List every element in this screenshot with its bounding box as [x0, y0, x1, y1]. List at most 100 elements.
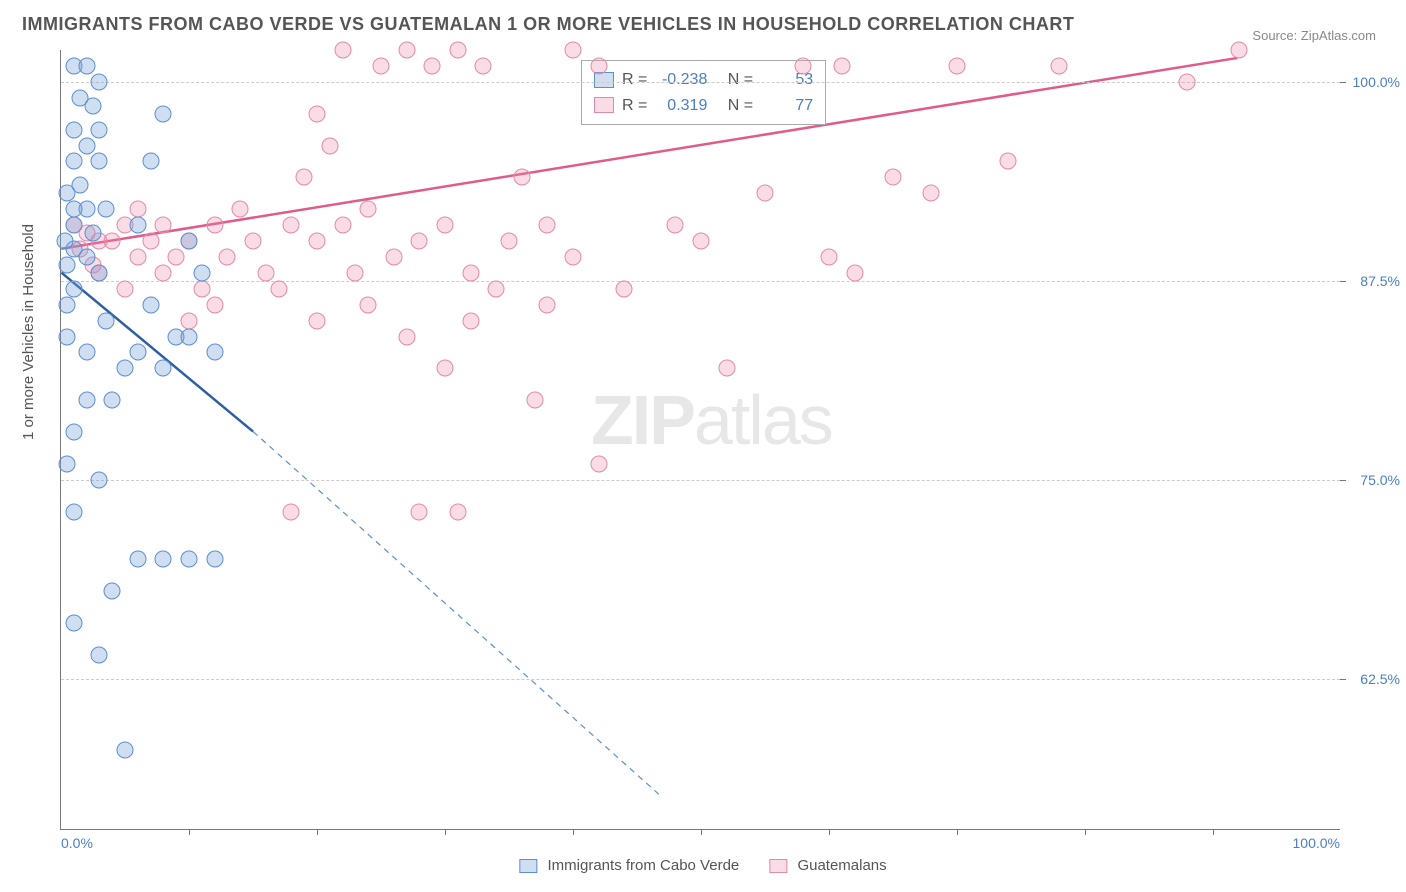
legend-item-1: Immigrants from Cabo Verde — [519, 857, 739, 874]
scatter-point-series1 — [65, 503, 82, 520]
x-tick-mark — [957, 829, 958, 835]
y-axis-label: 1 or more Vehicles in Household — [20, 224, 37, 440]
scatter-point-series1 — [85, 97, 102, 114]
scatter-point-series2 — [1051, 57, 1068, 74]
scatter-point-series2 — [846, 264, 863, 281]
scatter-point-series2 — [437, 217, 454, 234]
scatter-point-series2 — [219, 248, 236, 265]
scatter-point-series2 — [437, 360, 454, 377]
scatter-point-series1 — [97, 312, 114, 329]
scatter-point-series1 — [181, 551, 198, 568]
scatter-point-series1 — [59, 296, 76, 313]
scatter-point-series1 — [78, 137, 95, 154]
chart-title: IMMIGRANTS FROM CABO VERDE VS GUATEMALAN… — [22, 14, 1074, 35]
scatter-point-series1 — [65, 121, 82, 138]
scatter-point-series1 — [181, 328, 198, 345]
scatter-point-series2 — [795, 57, 812, 74]
scatter-point-series1 — [129, 551, 146, 568]
scatter-point-series2 — [616, 280, 633, 297]
scatter-point-series2 — [424, 57, 441, 74]
scatter-point-series1 — [129, 217, 146, 234]
scatter-point-series2 — [462, 264, 479, 281]
scatter-point-series1 — [206, 344, 223, 361]
grid-line — [61, 82, 1340, 83]
scatter-point-series2 — [1230, 42, 1247, 59]
scatter-point-series1 — [91, 73, 108, 90]
scatter-point-series1 — [59, 328, 76, 345]
scatter-point-series1 — [91, 264, 108, 281]
legend-bottom: Immigrants from Cabo Verde Guatemalans — [519, 857, 886, 874]
scatter-point-series2 — [565, 42, 582, 59]
legend-item-2: Guatemalans — [769, 857, 886, 874]
scatter-point-series2 — [949, 57, 966, 74]
scatter-point-series2 — [129, 248, 146, 265]
x-tick-left: 0.0% — [61, 835, 93, 851]
x-tick-mark — [189, 829, 190, 835]
scatter-point-series1 — [85, 225, 102, 242]
scatter-point-series2 — [1000, 153, 1017, 170]
watermark: ZIPatlas — [591, 380, 832, 460]
scatter-point-series1 — [65, 217, 82, 234]
scatter-point-series2 — [309, 233, 326, 250]
x-tick-mark — [829, 829, 830, 835]
scatter-point-series2 — [309, 105, 326, 122]
scatter-point-series1 — [91, 471, 108, 488]
scatter-point-series1 — [65, 615, 82, 632]
scatter-point-series1 — [65, 424, 82, 441]
scatter-point-series2 — [104, 233, 121, 250]
scatter-point-series1 — [56, 233, 73, 250]
scatter-point-series2 — [296, 169, 313, 186]
scatter-point-series1 — [155, 105, 172, 122]
scatter-point-series2 — [360, 296, 377, 313]
scatter-point-series2 — [142, 233, 159, 250]
x-tick-mark — [573, 829, 574, 835]
x-tick-mark — [317, 829, 318, 835]
scatter-point-series2 — [539, 217, 556, 234]
y-tick-label: 87.5% — [1345, 273, 1400, 289]
scatter-point-series1 — [91, 121, 108, 138]
scatter-point-series2 — [334, 42, 351, 59]
scatter-point-series2 — [245, 233, 262, 250]
scatter-point-series2 — [360, 201, 377, 218]
scatter-point-series2 — [398, 328, 415, 345]
scatter-point-series2 — [129, 201, 146, 218]
scatter-point-series2 — [283, 503, 300, 520]
scatter-point-series2 — [411, 233, 428, 250]
scatter-point-series2 — [526, 392, 543, 409]
x-tick-mark — [445, 829, 446, 835]
scatter-point-series1 — [65, 153, 82, 170]
scatter-point-series1 — [91, 646, 108, 663]
scatter-point-series2 — [168, 248, 185, 265]
scatter-point-series2 — [206, 296, 223, 313]
scatter-point-series1 — [78, 344, 95, 361]
grid-line — [61, 679, 1340, 680]
scatter-point-series2 — [347, 264, 364, 281]
source-link[interactable]: ZipAtlas.com — [1301, 28, 1376, 43]
scatter-point-series1 — [155, 360, 172, 377]
scatter-point-series2 — [373, 57, 390, 74]
scatter-point-series2 — [923, 185, 940, 202]
scatter-point-series1 — [117, 742, 134, 759]
scatter-point-series2 — [334, 217, 351, 234]
scatter-point-series2 — [1179, 73, 1196, 90]
scatter-point-series2 — [206, 217, 223, 234]
scatter-point-series2 — [257, 264, 274, 281]
scatter-point-series2 — [565, 248, 582, 265]
scatter-point-series1 — [129, 344, 146, 361]
scatter-point-series2 — [398, 42, 415, 59]
scatter-chart: ZIPatlas R = -0.238 N = 53 R = 0.319 N =… — [60, 50, 1340, 830]
scatter-point-series1 — [91, 153, 108, 170]
scatter-point-series1 — [78, 57, 95, 74]
scatter-point-series1 — [65, 280, 82, 297]
x-tick-mark — [1213, 829, 1214, 835]
scatter-point-series2 — [232, 201, 249, 218]
stats-row-2: R = 0.319 N = 77 — [594, 93, 813, 119]
scatter-point-series2 — [488, 280, 505, 297]
scatter-point-series1 — [142, 153, 159, 170]
scatter-point-series2 — [321, 137, 338, 154]
scatter-point-series2 — [718, 360, 735, 377]
y-tick-label: 62.5% — [1345, 671, 1400, 687]
scatter-point-series2 — [513, 169, 530, 186]
y-tick-label: 100.0% — [1345, 74, 1400, 90]
scatter-point-series1 — [104, 583, 121, 600]
